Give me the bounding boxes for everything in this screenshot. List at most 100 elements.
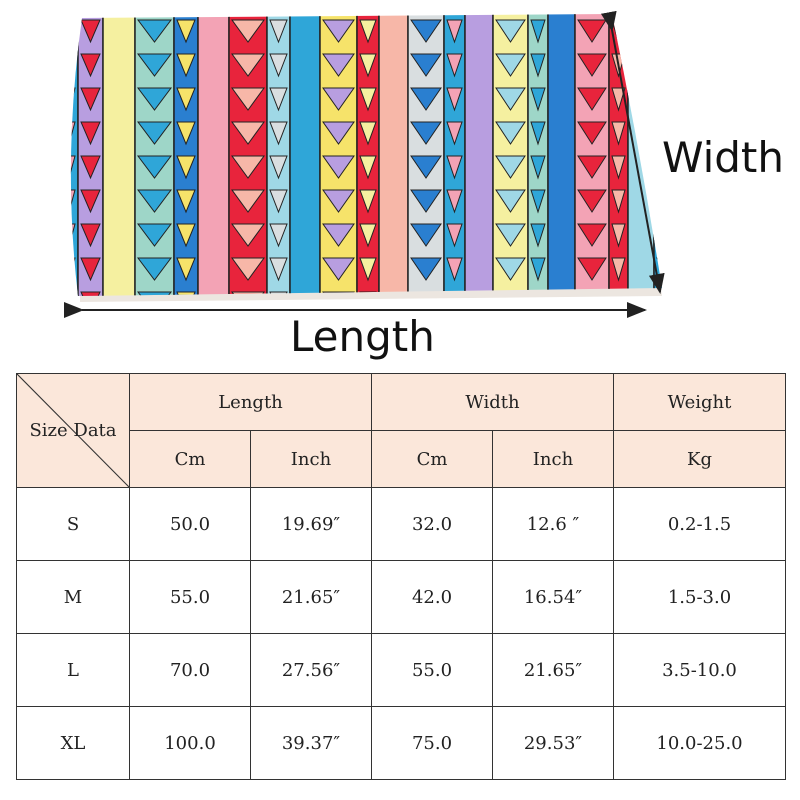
mat-pattern [359,223,377,248]
header-length: Length [129,373,372,431]
mat-pattern [656,189,662,213]
mat-pattern [269,87,288,112]
mat-pattern [137,223,172,247]
length-inch: 19.69″ [250,487,372,561]
table-row: S 50.0 19.69″ 32.0 12.6 ″ 0.2-1.5 [16,487,786,561]
mat-pattern [269,189,288,214]
mat-pattern [530,257,546,282]
mat-pattern [530,121,546,146]
size: L [16,633,130,707]
mat-pattern [176,257,196,282]
mat-stripe [228,14,268,296]
mat-stripe [70,14,79,296]
mat-pattern [269,257,288,282]
table-row: XL 100.0 39.37″ 75.0 29.53″ 10.0-25.0 [16,706,786,780]
width-inch: 21.65″ [492,633,614,707]
mat-pattern [410,53,442,77]
mat-pattern [577,257,607,281]
mat-stripe [197,14,230,296]
mat-pattern [322,155,355,179]
mat-pattern [80,291,101,296]
mat-pattern [495,53,526,77]
mat-pattern [176,155,196,180]
mat-pattern [137,155,172,179]
mat-pattern [322,121,355,145]
width-arrow [600,10,665,294]
header-weight: Weight [613,373,786,431]
mat-pattern [231,121,265,145]
mat-pattern [410,155,442,179]
mat-pattern [577,87,607,111]
mat-pattern [656,87,662,111]
mat-pattern [577,53,607,77]
mat-pattern [410,257,442,281]
length-inch: 21.65″ [250,560,372,634]
mat-pattern [231,189,265,213]
mat-pattern [410,189,442,213]
mat-pattern [359,291,377,296]
mat-pattern [70,291,76,296]
mat-pattern [530,155,546,180]
mat-pattern [577,223,607,247]
mat-pattern [577,19,607,43]
mat-pattern [269,19,288,44]
mat-pattern [656,257,662,281]
mat-pattern [322,19,355,43]
mat-pattern [80,53,101,78]
size: M [16,560,130,634]
mat-pattern [137,257,172,281]
weight: 3.5-10.0 [613,633,786,707]
mat-pattern [410,87,442,111]
mat-pattern [137,121,172,145]
mat-pattern [231,53,265,77]
mat-pattern [495,121,526,145]
width-inch: 29.53″ [492,706,614,780]
mat-pattern [410,121,442,145]
mat-pattern [577,189,607,213]
mat-pattern [359,53,377,78]
mat-pattern [446,53,463,78]
mat-pattern [70,19,76,44]
mat-pattern [495,87,526,111]
mat-pattern [137,19,172,43]
mat-pattern [231,223,265,247]
length-cm: 100.0 [129,706,251,780]
table-row: L 70.0 27.56″ 55.0 21.65″ 3.5-10.0 [16,633,786,707]
mat-pattern [446,257,463,282]
mat-pattern [446,189,463,214]
mat-pattern [70,257,76,282]
mat-pattern [656,19,662,43]
mat-pattern [322,189,355,213]
mat-pattern [176,121,196,146]
corner-cell: Size Data [16,373,130,488]
unit-inch: Inch [492,430,614,488]
mat-pattern [530,87,546,112]
mat-pattern [137,291,172,296]
mat-pattern [495,19,526,43]
mat-pattern [530,223,546,248]
mat-pattern [322,53,355,77]
mat-pattern [70,189,76,214]
mat-pattern [495,189,526,213]
length-cm: 55.0 [129,560,251,634]
size: XL [16,706,130,780]
mat-pattern [322,87,355,111]
mat-pattern [80,189,101,214]
length-label: Length [290,312,435,361]
mat-pattern [80,121,101,146]
mat-stripe [547,14,576,296]
mat-pattern [176,189,196,214]
mat-pattern [359,121,377,146]
mat-pattern [176,87,196,112]
mat-pattern [80,87,101,112]
unit-cm: Cm [371,430,493,488]
mat-pattern [137,189,172,213]
mat-pattern [359,19,377,44]
mat-pattern [446,19,463,44]
width-cm: 32.0 [371,487,493,561]
mat-pattern [410,223,442,247]
mat-pattern [176,291,196,296]
mat-pattern [446,121,463,146]
mat-pattern [530,53,546,78]
unit-inch: Inch [250,430,372,488]
